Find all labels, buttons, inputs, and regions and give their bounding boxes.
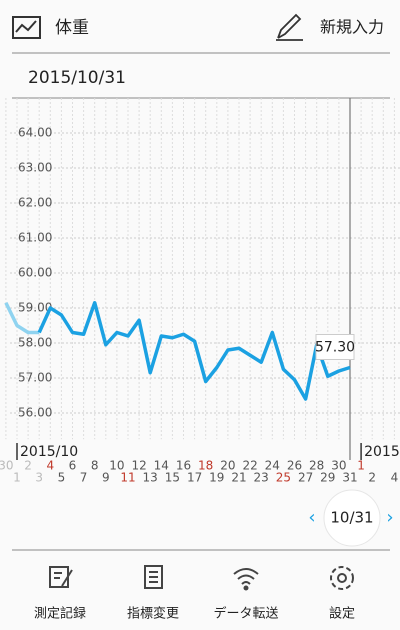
nav-label[interactable]: 設定 bbox=[329, 606, 355, 622]
callout-box bbox=[315, 334, 355, 360]
month-label: 2015/10 bbox=[20, 444, 78, 460]
x-tick-label: 9 bbox=[102, 471, 110, 485]
x-tick-label: 5 bbox=[58, 471, 66, 485]
y-tick-label: 60.00 bbox=[18, 266, 52, 280]
x-tick-label: 27 bbox=[298, 471, 313, 485]
y-tick-label: 62.00 bbox=[18, 196, 52, 210]
x-tick-label: 10 bbox=[109, 459, 124, 473]
x-tick-label: 23 bbox=[254, 471, 269, 485]
index-icon[interactable] bbox=[144, 565, 163, 589]
nav-label[interactable]: データ転送 bbox=[213, 606, 278, 622]
y-tick-label: 63.00 bbox=[18, 161, 52, 175]
x-tick-label: 4 bbox=[46, 459, 54, 473]
x-tick-label: 21 bbox=[231, 471, 246, 485]
y-tick-label: 57.00 bbox=[18, 371, 52, 385]
x-tick-label: 4 bbox=[391, 471, 399, 485]
x-tick-label: 12 bbox=[131, 459, 146, 473]
x-tick-label: 13 bbox=[143, 471, 158, 485]
x-tick-label: 22 bbox=[242, 459, 257, 473]
x-tick-label: 3 bbox=[35, 471, 43, 485]
x-tick-label: 28 bbox=[309, 459, 324, 473]
record-icon[interactable] bbox=[49, 566, 73, 588]
x-tick-label: 15 bbox=[165, 471, 180, 485]
x-tick-label: 30 bbox=[0, 459, 14, 473]
pager-circle bbox=[323, 489, 381, 547]
callout-label: 57.30 bbox=[315, 340, 355, 356]
x-tick-label: 14 bbox=[154, 459, 169, 473]
x-tick-label: 20 bbox=[220, 459, 235, 473]
x-tick-label: 16 bbox=[176, 459, 191, 473]
x-tick-label: 30 bbox=[331, 459, 346, 473]
prev-button[interactable]: ‹ bbox=[308, 507, 315, 528]
x-tick-label: 11 bbox=[120, 471, 135, 485]
y-tick-label: 64.00 bbox=[18, 126, 52, 140]
settings-icon[interactable] bbox=[330, 566, 354, 590]
nav-label[interactable]: 測定記録 bbox=[34, 606, 86, 622]
x-tick-label: 25 bbox=[276, 471, 291, 485]
plot: 56.00 57.00 58.00 59.00 60.00 61.00 62.00 63.00… bbox=[0, 98, 400, 485]
y-tick-label: 59.00 bbox=[18, 301, 52, 315]
weight-line bbox=[4, 301, 40, 335]
x-tick-label: 6 bbox=[69, 459, 77, 473]
x-tick-label: 18 bbox=[198, 459, 213, 473]
y-tick-label: 58.00 bbox=[18, 336, 52, 350]
x-tick-label: 19 bbox=[209, 471, 224, 485]
nav-label[interactable]: 指標変更 bbox=[127, 606, 179, 622]
x-tick-label: 29 bbox=[320, 471, 335, 485]
date-label: 2015/10/31 bbox=[28, 68, 126, 88]
y-tick-label: 61.00 bbox=[18, 231, 52, 245]
x-tick-label: 7 bbox=[80, 471, 88, 485]
y-tick-label: 56.00 bbox=[18, 406, 52, 420]
pager-label: 10/31 bbox=[330, 509, 373, 527]
x-tick-label: 1 bbox=[13, 471, 21, 485]
x-tick-label: 2 bbox=[24, 459, 32, 473]
x-tick-label: 24 bbox=[265, 459, 280, 473]
month-label: 2015 bbox=[364, 444, 400, 460]
wifi-icon[interactable] bbox=[233, 568, 259, 591]
nav: 測定記録 指標変更 データ転送 設定 bbox=[34, 606, 355, 622]
next-button[interactable]: › bbox=[386, 507, 393, 528]
chart-icon bbox=[12, 16, 41, 39]
new-entry[interactable]: 新規入力 bbox=[320, 18, 384, 37]
header-title: 体重 bbox=[55, 18, 89, 38]
x-tick-label: 17 bbox=[187, 471, 202, 485]
x-tick-label: 2 bbox=[368, 471, 376, 485]
pen-icon[interactable] bbox=[276, 13, 303, 41]
x-tick-label: 31 bbox=[342, 471, 357, 485]
nav-icons bbox=[49, 565, 354, 591]
x-tick-label: 1 bbox=[357, 459, 365, 473]
x-tick-label: 26 bbox=[287, 459, 302, 473]
x-tick-label: 8 bbox=[91, 459, 99, 473]
weight-line bbox=[37, 301, 351, 401]
